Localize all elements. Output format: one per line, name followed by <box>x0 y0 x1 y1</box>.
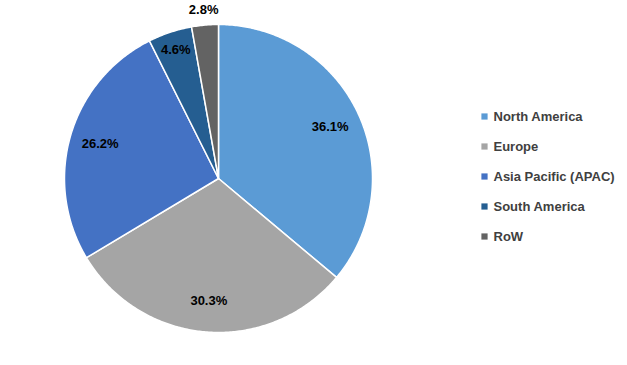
svg-text:North America: North America <box>494 109 584 124</box>
svg-text:South America: South America <box>494 199 586 214</box>
svg-text:30.3%: 30.3% <box>190 293 227 308</box>
svg-text:36.1%: 36.1% <box>312 119 349 134</box>
svg-text:RoW: RoW <box>494 229 524 244</box>
svg-text:Asia Pacific (APAC): Asia Pacific (APAC) <box>494 169 615 184</box>
svg-text:4.6%: 4.6% <box>161 42 191 57</box>
svg-text:2.8%: 2.8% <box>189 2 219 17</box>
svg-text:26.2%: 26.2% <box>82 136 119 151</box>
svg-text:Europe: Europe <box>494 139 539 154</box>
